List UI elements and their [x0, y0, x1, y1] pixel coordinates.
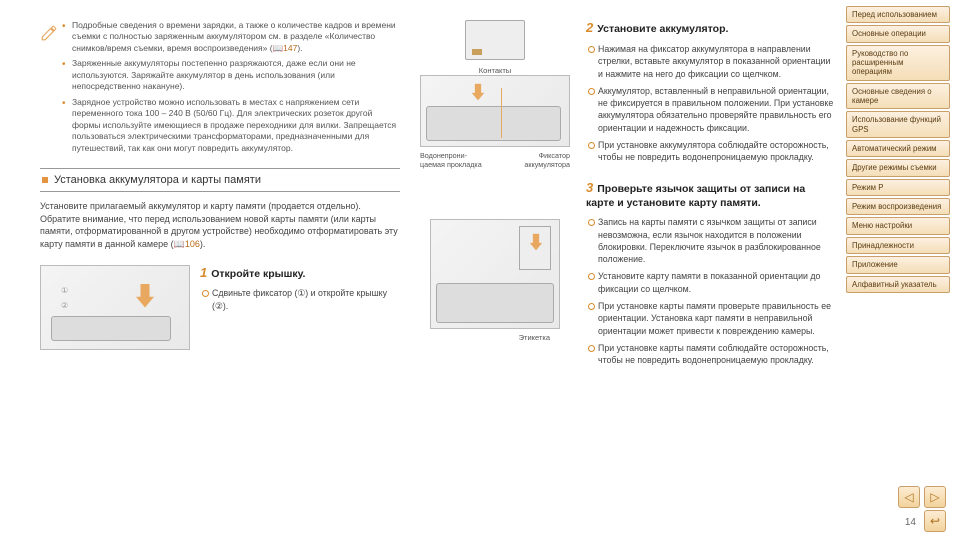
pencil-icon [40, 24, 58, 42]
return-button[interactable]: ↩ [924, 510, 946, 532]
nav-accessories[interactable]: Принадлежности [846, 237, 950, 254]
figure-step2: Контакты Водонепрони- цаемая прокладка Ф… [420, 20, 570, 169]
step-bullet: Нажимая на фиксатор аккумулятора в напра… [588, 43, 834, 80]
figure-step3: Этикетка [420, 219, 570, 342]
step-bullet: Сдвиньте фиксатор (①) и откройте крышку … [202, 287, 400, 312]
nav-before-use[interactable]: Перед использованием [846, 6, 950, 23]
step-bullet: При установке аккумулятора соблюдайте ос… [588, 139, 834, 164]
step-bullet: Аккумулятор, вставленный в неправильной … [588, 85, 834, 134]
nav-auto-mode[interactable]: Автоматический режим [846, 140, 950, 157]
nav-gps[interactable]: Использование функций GPS [846, 111, 950, 138]
step-title: 1Откройте крышку. [200, 265, 400, 282]
sidebar-nav: Перед использованием Основные операции Р… [846, 0, 954, 534]
next-page-button[interactable]: ▷ [924, 486, 946, 508]
info-item: Заряженные аккумуляторы постепенно разря… [72, 58, 400, 92]
section-title: Установка аккумулятора и карты памяти [40, 168, 400, 192]
step-bullet: При установке карты памяти соблюдайте ос… [588, 342, 834, 367]
nav-advanced-guide[interactable]: Руководство по расширенным операциям [846, 45, 950, 81]
step-title: 3Проверьте язычок защиты от записи на ка… [586, 180, 834, 211]
nav-playback[interactable]: Режим воспроизведения [846, 198, 950, 215]
info-item: Зарядное устройство можно использовать в… [72, 97, 400, 154]
lead-paragraph: Установите прилагаемый аккумулятор и кар… [40, 200, 400, 250]
nav-other-shooting[interactable]: Другие режимы съемки [846, 159, 950, 176]
nav-p-mode[interactable]: Режим P [846, 179, 950, 196]
nav-appendix[interactable]: Приложение [846, 256, 950, 273]
info-text: Подробные сведения о времени зарядки, а … [72, 20, 396, 53]
step-bullet: Запись на карты памяти с язычком защиты … [588, 216, 834, 265]
step-title: 2Установите аккумулятор. [586, 20, 834, 37]
prev-page-button[interactable]: ◁ [898, 486, 920, 508]
page-ref[interactable]: 📖106 [174, 239, 200, 249]
step-bullet: Установите карту памяти в показанной ори… [588, 270, 834, 295]
page-ref[interactable]: 📖147 [273, 43, 298, 53]
info-item: Подробные сведения о времени зарядки, а … [72, 20, 400, 54]
step-bullet: При установке карты памяти проверьте пра… [588, 300, 834, 337]
page-number: 14 [905, 517, 916, 528]
nav-settings-menu[interactable]: Меню настройки [846, 217, 950, 234]
figure-step1: ① ② [40, 265, 190, 354]
nav-index[interactable]: Алфавитный указатель [846, 276, 950, 293]
info-list: Подробные сведения о времени зарядки, а … [40, 20, 400, 154]
nav-camera-basics[interactable]: Основные сведения о камере [846, 83, 950, 110]
nav-basic-ops[interactable]: Основные операции [846, 25, 950, 42]
